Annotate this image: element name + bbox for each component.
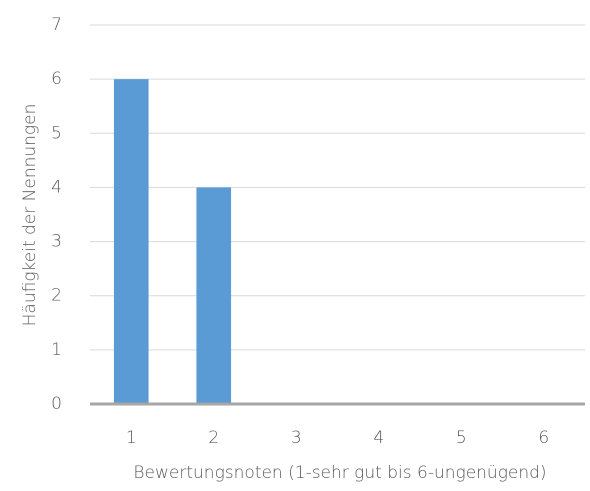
bar — [113, 79, 149, 405]
y-tick-label: 2 — [51, 286, 62, 306]
y-axis-title: Häufigkeit der Nennungen — [20, 104, 40, 327]
x-axis-title: Bewertungsnoten (1-sehr gut bis 6-ungenü… — [133, 463, 546, 483]
y-tick-label: 5 — [51, 123, 62, 143]
y-tick-label: 0 — [51, 394, 62, 414]
y-tick-label: 3 — [51, 232, 62, 252]
x-tick-label: 4 — [373, 428, 384, 448]
x-tick-label: 3 — [291, 428, 302, 448]
x-tick-label: 1 — [126, 428, 137, 448]
x-tick-label: 5 — [456, 428, 467, 448]
x-tick-label: 2 — [208, 428, 219, 448]
x-tick-label: 6 — [538, 428, 549, 448]
bar — [196, 187, 232, 404]
y-tick-label: 4 — [51, 177, 62, 197]
y-tick-label: 1 — [51, 340, 62, 360]
y-tick-label: 6 — [51, 69, 62, 89]
y-tick-label: 7 — [51, 15, 62, 35]
